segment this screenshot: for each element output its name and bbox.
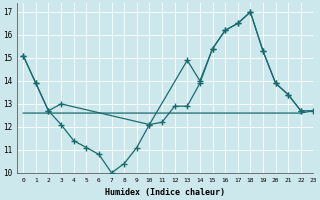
X-axis label: Humidex (Indice chaleur): Humidex (Indice chaleur) — [105, 188, 225, 197]
